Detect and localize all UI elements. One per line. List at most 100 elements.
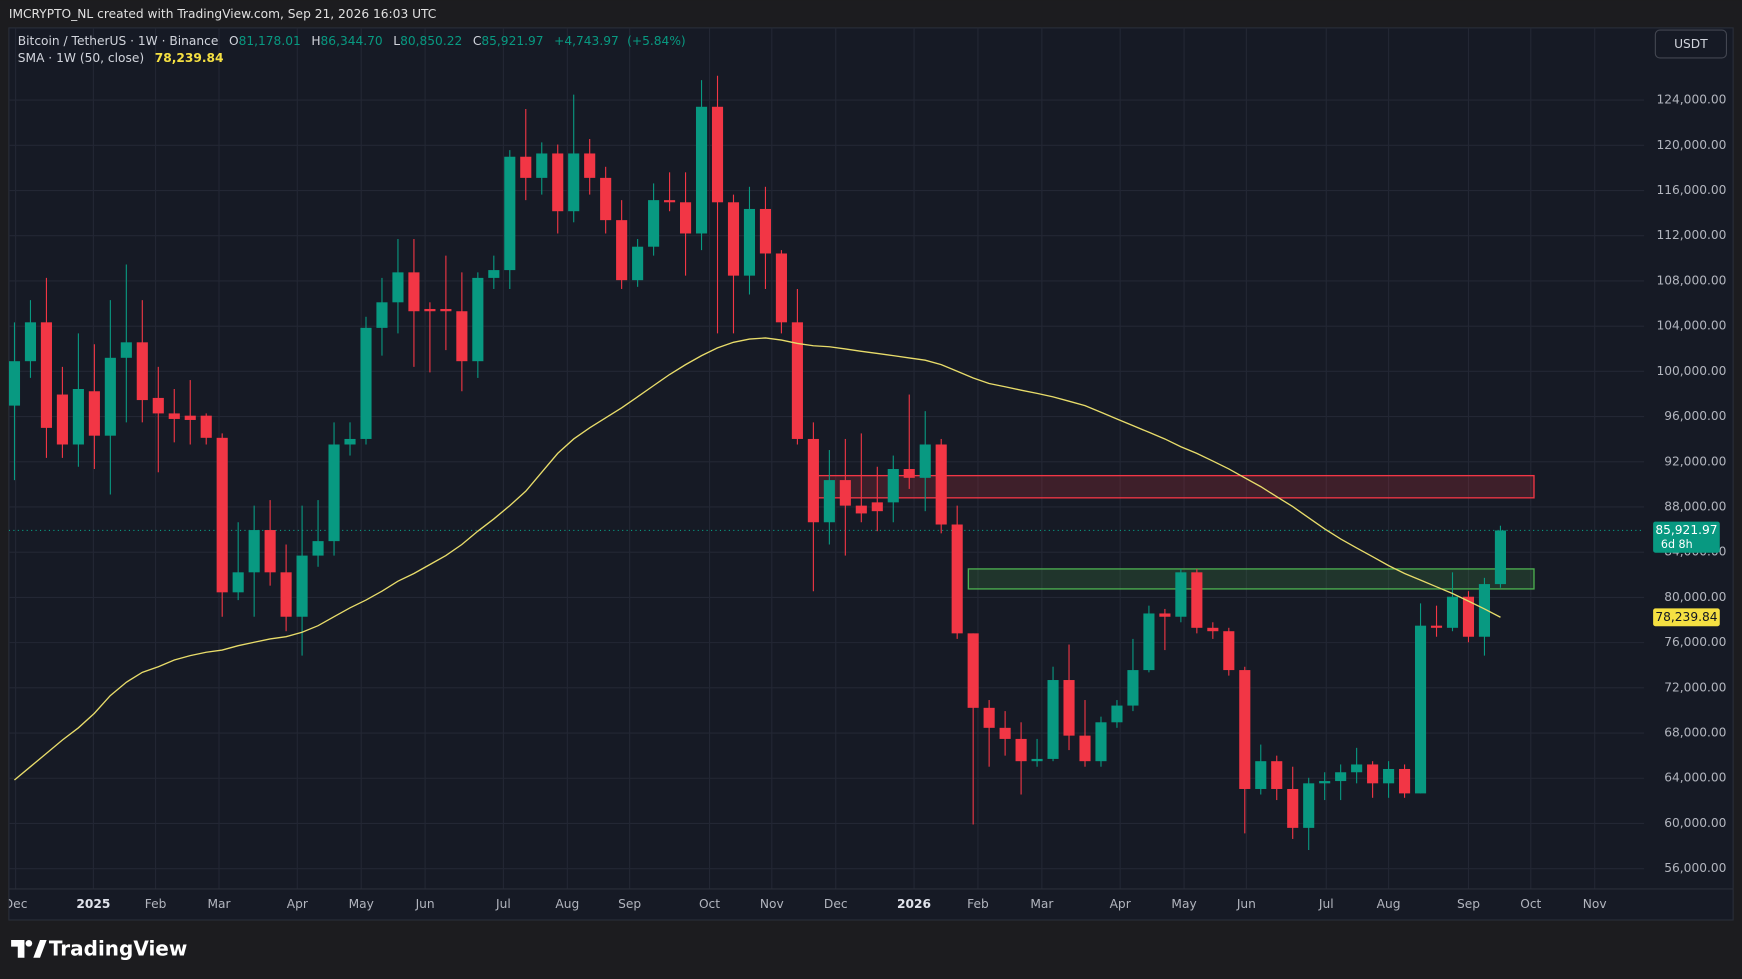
ohlc-prefix: O [229, 34, 239, 48]
candle-body [1494, 530, 1506, 585]
currency-button[interactable]: USDT [1654, 29, 1728, 59]
candle-body [1031, 758, 1043, 762]
x-tick-label: Dec [4, 897, 28, 911]
candle-body [807, 438, 819, 523]
y-tick-label: 80,000.00 [1664, 590, 1726, 604]
candle-body [24, 322, 37, 362]
candle-body [839, 480, 851, 506]
candle-body [887, 469, 899, 503]
ohlc-value: 85,921.97 [481, 34, 543, 48]
y-tick-label: 72,000.00 [1664, 680, 1726, 694]
button-frame[interactable] [1654, 29, 1728, 59]
candle-body [408, 272, 420, 312]
y-tick-label: 88,000.00 [1664, 499, 1726, 513]
candle-body [472, 277, 484, 362]
candle-body [600, 177, 612, 221]
candle-body [1271, 761, 1283, 789]
candle-body [1446, 596, 1459, 628]
x-tick-label: May [349, 897, 374, 911]
candle-body [1462, 596, 1475, 637]
candle-body [360, 327, 372, 439]
x-tick-label: Sep [1457, 897, 1480, 911]
candle-body [1095, 722, 1107, 762]
candle-body [983, 707, 995, 728]
y-tick-label: 112,000.00 [1656, 228, 1726, 242]
candle-body [1430, 625, 1443, 628]
candle-body [1287, 788, 1299, 828]
candle-body [1063, 680, 1075, 736]
candle-body [1239, 670, 1251, 789]
change: +4,743.97 [554, 34, 619, 48]
ohlc-prefix: H [311, 34, 320, 48]
candle-body [1303, 783, 1315, 828]
sma-tag-label: 78,239.84 [1655, 610, 1717, 624]
candle-body [1478, 584, 1491, 637]
ohlc-value: 80,850.22 [400, 34, 462, 48]
logo-dot [25, 939, 33, 947]
plot-area [8, 27, 1645, 889]
candle-body [1223, 631, 1235, 671]
candle-body [1191, 572, 1203, 628]
candle-body [1319, 781, 1331, 784]
indicator-value: 78,239.84 [155, 50, 224, 64]
candle-body [312, 541, 324, 556]
y-tick-label: 56,000.00 [1664, 861, 1726, 875]
indicator-name: SMA · 1W (50, close) [18, 50, 144, 64]
y-tick-label: 64,000.00 [1664, 771, 1726, 785]
button-label[interactable]: USDT [1674, 37, 1708, 51]
candle-body [855, 505, 867, 514]
change-pct: (+5.84%) [627, 34, 686, 48]
candle-body [791, 322, 803, 439]
candle-body [664, 200, 676, 203]
candle-body [72, 388, 84, 445]
y-tick-label: 100,000.00 [1656, 364, 1726, 378]
x-tick-label: Jul [495, 897, 511, 911]
sma-line [14, 337, 1501, 781]
x-tick-label: Aug [1377, 897, 1401, 911]
indicator-legend: SMA · 1W (50, close) 78,239.84 [18, 50, 224, 64]
candle-body [40, 322, 52, 428]
y-tick-label: 124,000.00 [1656, 93, 1726, 107]
candle-body [1399, 768, 1411, 794]
ohlc-prefix: C [473, 34, 482, 48]
candle-body [536, 153, 548, 178]
candle-body [8, 361, 21, 406]
x-tick-label: Jul [1318, 897, 1334, 911]
candle-body [392, 272, 404, 303]
candle-body [1175, 572, 1187, 617]
candle-body [919, 444, 931, 478]
candle-body [504, 156, 516, 271]
candle-body [1079, 735, 1091, 762]
symbol: Bitcoin / TetherUS · 1W · Binance [18, 34, 219, 48]
brand-name: TradingView [49, 936, 187, 960]
candle-body [1335, 772, 1347, 782]
candle-body [695, 106, 708, 234]
x-tick-label: Feb [967, 897, 989, 911]
candle-body [184, 415, 196, 420]
candle-body [903, 469, 915, 478]
x-tick-label: Nov [1583, 897, 1607, 911]
logo-slash [33, 939, 47, 958]
candle-body [648, 200, 660, 247]
x-tick-label: 2026 [897, 897, 931, 911]
candle-body [1047, 680, 1059, 759]
legend-line: Bitcoin / TetherUS · 1W · Binance O81,17… [18, 34, 686, 48]
candle-body [152, 397, 164, 414]
candle-body [823, 480, 835, 523]
chart-pane [8, 27, 1734, 921]
x-tick-label: Jun [415, 897, 435, 911]
x-tick-label: May [1171, 897, 1196, 911]
candle-body [1255, 761, 1267, 789]
y-tick-label: 92,000.00 [1664, 454, 1726, 468]
candle-body [759, 208, 772, 254]
candle-body [56, 394, 68, 445]
x-tick-label: Aug [555, 897, 579, 911]
overlay: 56,000.00 60,000.00 64,000.00 68,000.00 72,0… [4, 93, 1734, 911]
x-tick-label: Jun [1236, 897, 1256, 911]
candle-body [743, 208, 756, 276]
y-tick-label: 104,000.00 [1656, 319, 1726, 333]
candle-body [727, 202, 740, 276]
candle-body [935, 444, 947, 525]
